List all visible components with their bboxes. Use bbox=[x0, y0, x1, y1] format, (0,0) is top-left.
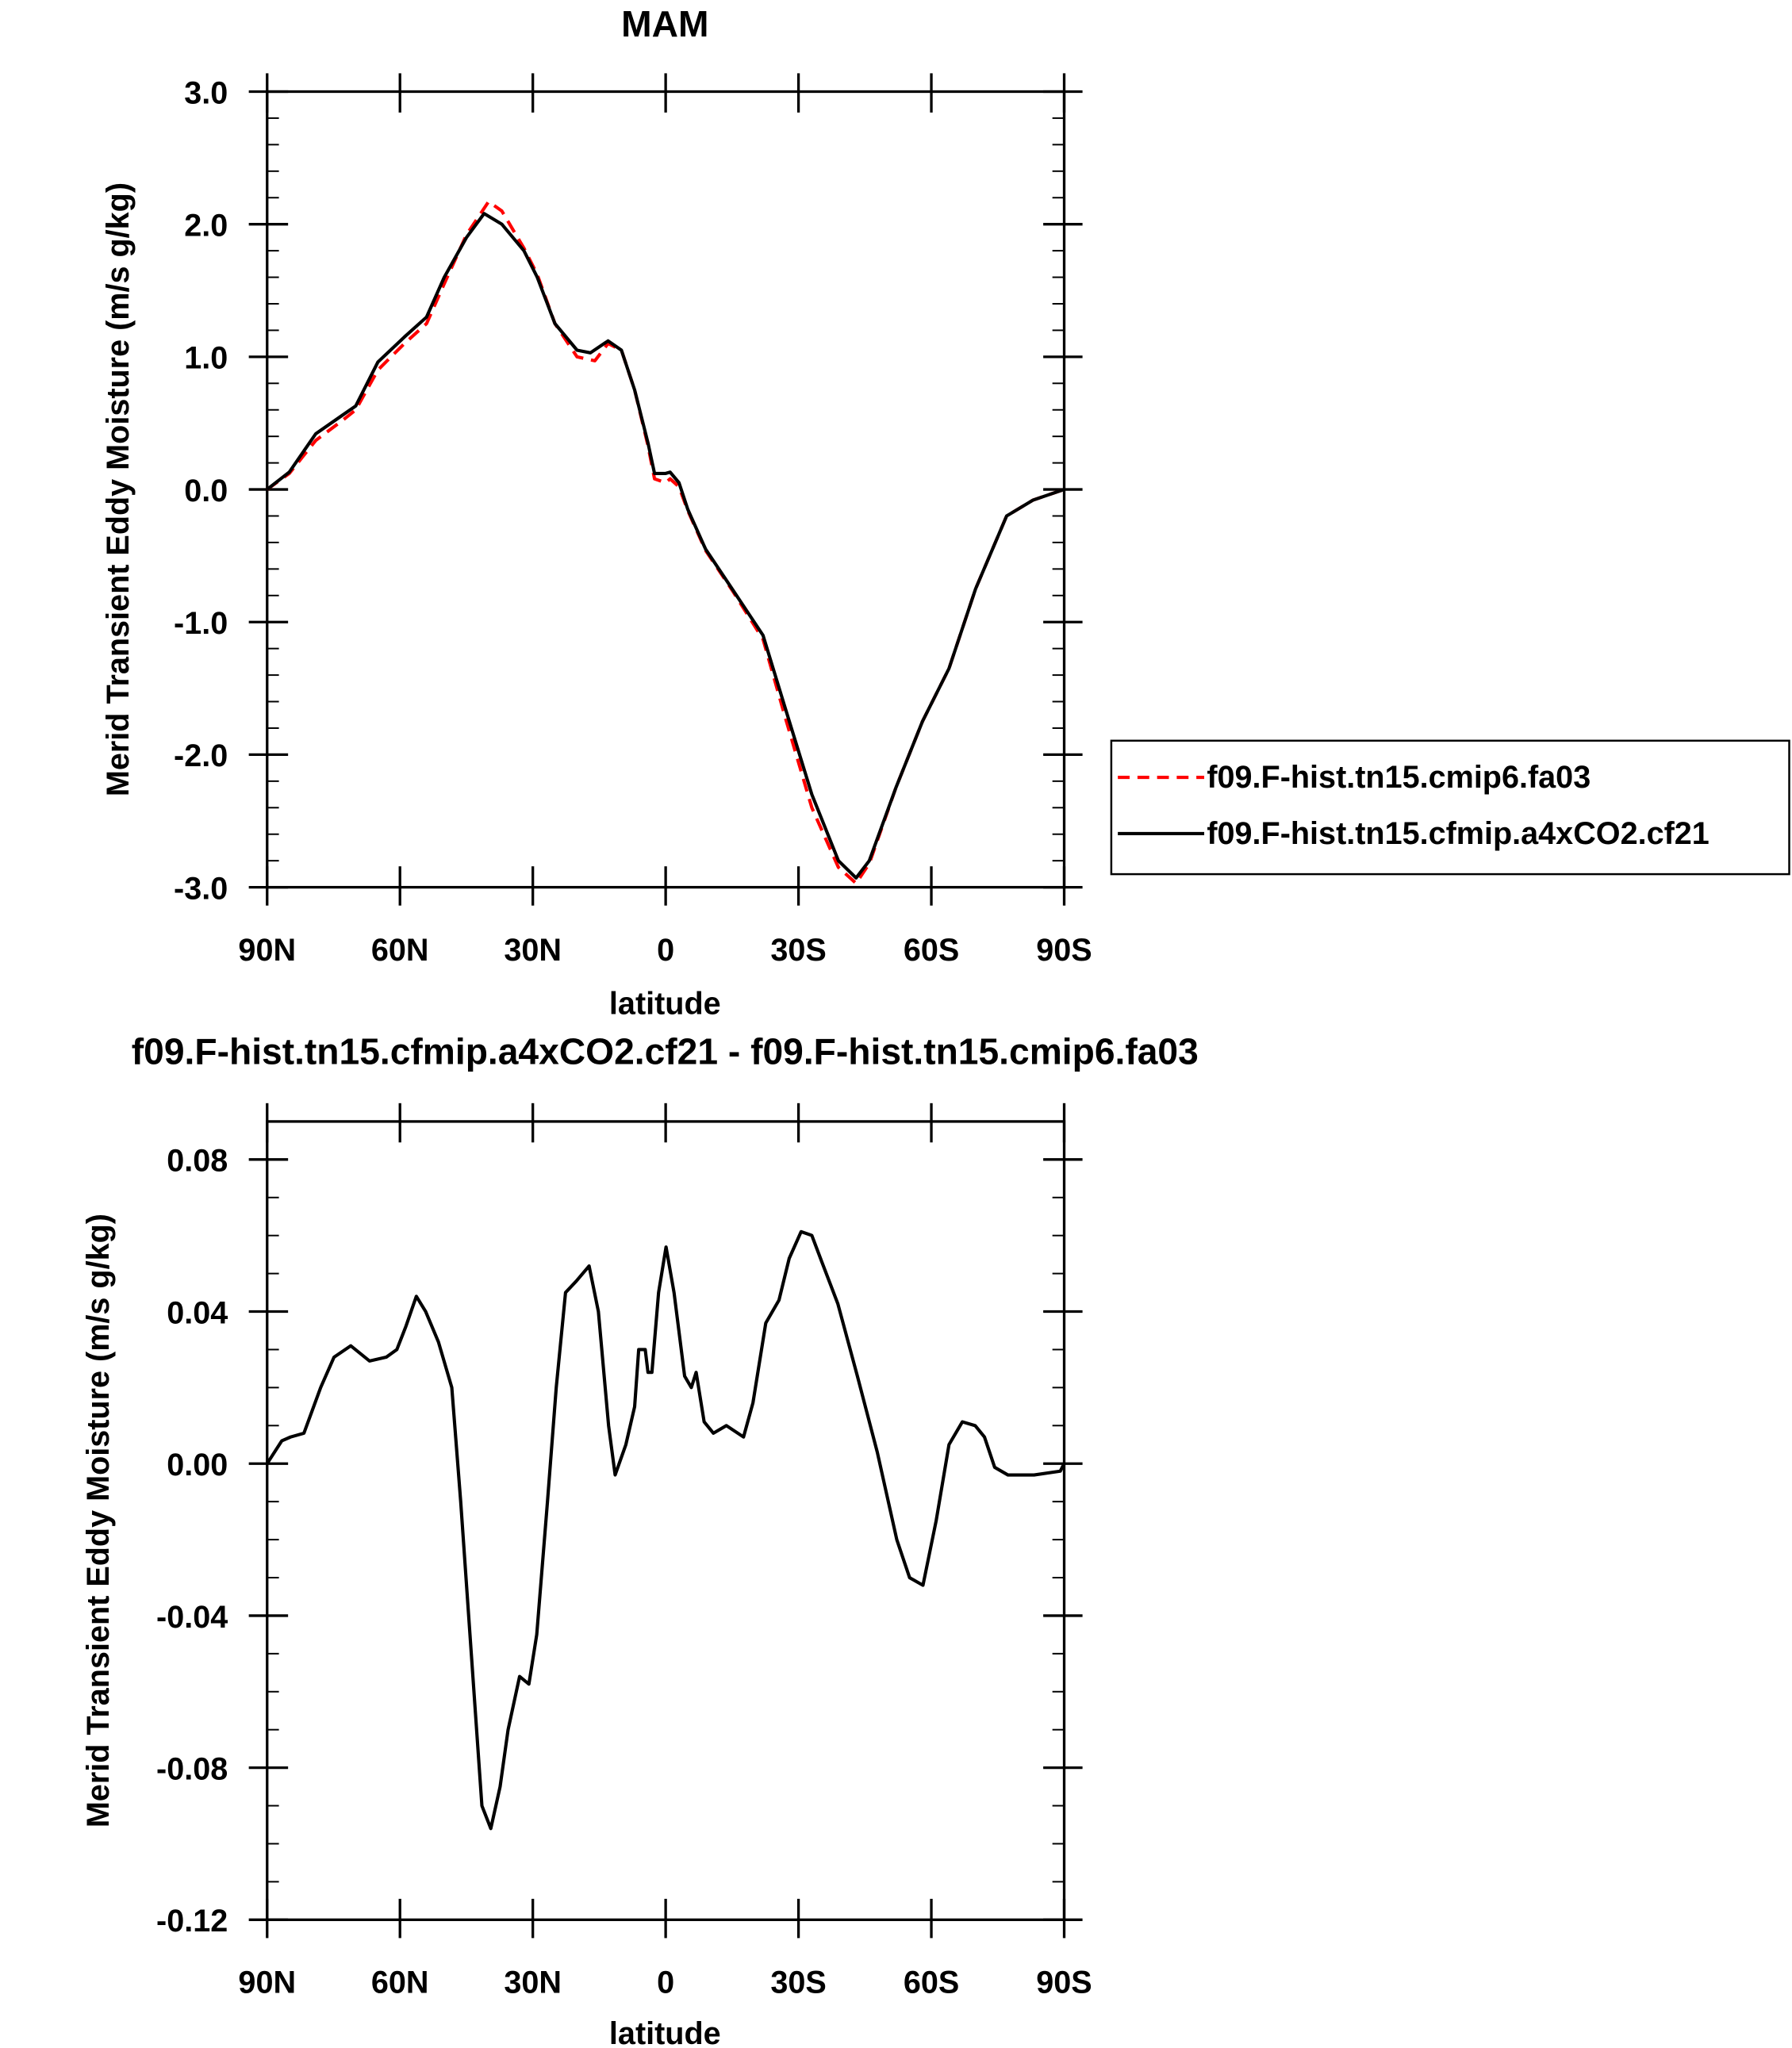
top-series-line-1 bbox=[266, 212, 1065, 880]
top-y-tick-label: 2.0 bbox=[184, 209, 228, 244]
bottom-y-tick-label: 0.04 bbox=[167, 1295, 228, 1330]
top-x-tick-label: 30S bbox=[770, 933, 826, 968]
bottom-series-line-0 bbox=[266, 1229, 1066, 1831]
top-x-tick-label: 60N bbox=[371, 933, 429, 968]
bottom-x-tick-label: 60S bbox=[904, 1966, 959, 2000]
bottom-plot: 0.08 0.04 0.00 -0.04 -0.08 -0.12 90N 60N 30N 0 30S… bbox=[156, 1103, 1092, 2000]
top-x-tick-label: 30N bbox=[504, 933, 562, 968]
bottom-chart-title: f09.F-hist.tn15.cfmip.a4xCO2.cf21 - f09.… bbox=[132, 1030, 1199, 1072]
top-y-tick-label: 1.0 bbox=[184, 341, 228, 376]
top-x-tick-label: 90N bbox=[238, 933, 296, 968]
bottom-x-tick-label: 60N bbox=[371, 1966, 429, 2000]
bottom-y-tick-label: 0.00 bbox=[167, 1448, 228, 1482]
legend-box bbox=[1110, 739, 1790, 876]
top-plot: 3.0 2.0 1.0 0.0 -1.0 -2.0 -3.0 90N 60N 30N 0 30S 60S… bbox=[174, 73, 1092, 968]
top-x-tick-label: 90S bbox=[1036, 933, 1092, 968]
top-y-tick-label: -1.0 bbox=[174, 606, 228, 641]
bottom-x-tick-label: 90N bbox=[238, 1966, 296, 2000]
legend: f09.F-hist.tn15.cmip6.fa03 f09.F-hist.tn… bbox=[1110, 739, 1790, 876]
legend-label-cf21: f09.F-hist.tn15.cfmip.a4xCO2.cf21 bbox=[1207, 816, 1709, 851]
bottom-y-tick-label: -0.08 bbox=[156, 1751, 228, 1786]
bottom-y-tick-label: -0.04 bbox=[156, 1600, 228, 1635]
top-series-line-0 bbox=[266, 200, 1065, 885]
bottom-x-axis-label: latitude bbox=[609, 2016, 721, 2048]
bottom-y-tick-label: -0.12 bbox=[156, 1904, 228, 1939]
top-x-tick-label: 60S bbox=[904, 933, 959, 968]
top-y-tick-label: -2.0 bbox=[174, 738, 228, 773]
top-plot-frame bbox=[266, 90, 1066, 889]
top-y-tick-label: 0.0 bbox=[184, 474, 228, 508]
bottom-x-tick-label: 90S bbox=[1036, 1966, 1092, 2000]
bottom-plot-frame bbox=[266, 1120, 1066, 1921]
top-y-tick-label: 3.0 bbox=[184, 75, 228, 110]
bottom-y-tick-label: 0.08 bbox=[167, 1144, 228, 1179]
bottom-x-tick-label: 30S bbox=[770, 1966, 826, 2000]
top-x-axis-label: latitude bbox=[609, 987, 721, 1022]
top-chart-title: MAM bbox=[621, 3, 708, 44]
legend-label-fa03: f09.F-hist.tn15.cmip6.fa03 bbox=[1207, 760, 1591, 795]
top-y-tick-label: -3.0 bbox=[174, 871, 228, 906]
bottom-y-axis-label: Merid Transient Eddy Moisture (m/s g/kg) bbox=[81, 1214, 116, 1827]
top-x-tick-label: 0 bbox=[657, 933, 674, 968]
bottom-x-tick-label: 0 bbox=[657, 1966, 674, 2000]
bottom-x-tick-label: 30N bbox=[504, 1966, 562, 2000]
top-y-axis-label: Merid Transient Eddy Moisture (m/s g/kg) bbox=[101, 182, 136, 796]
